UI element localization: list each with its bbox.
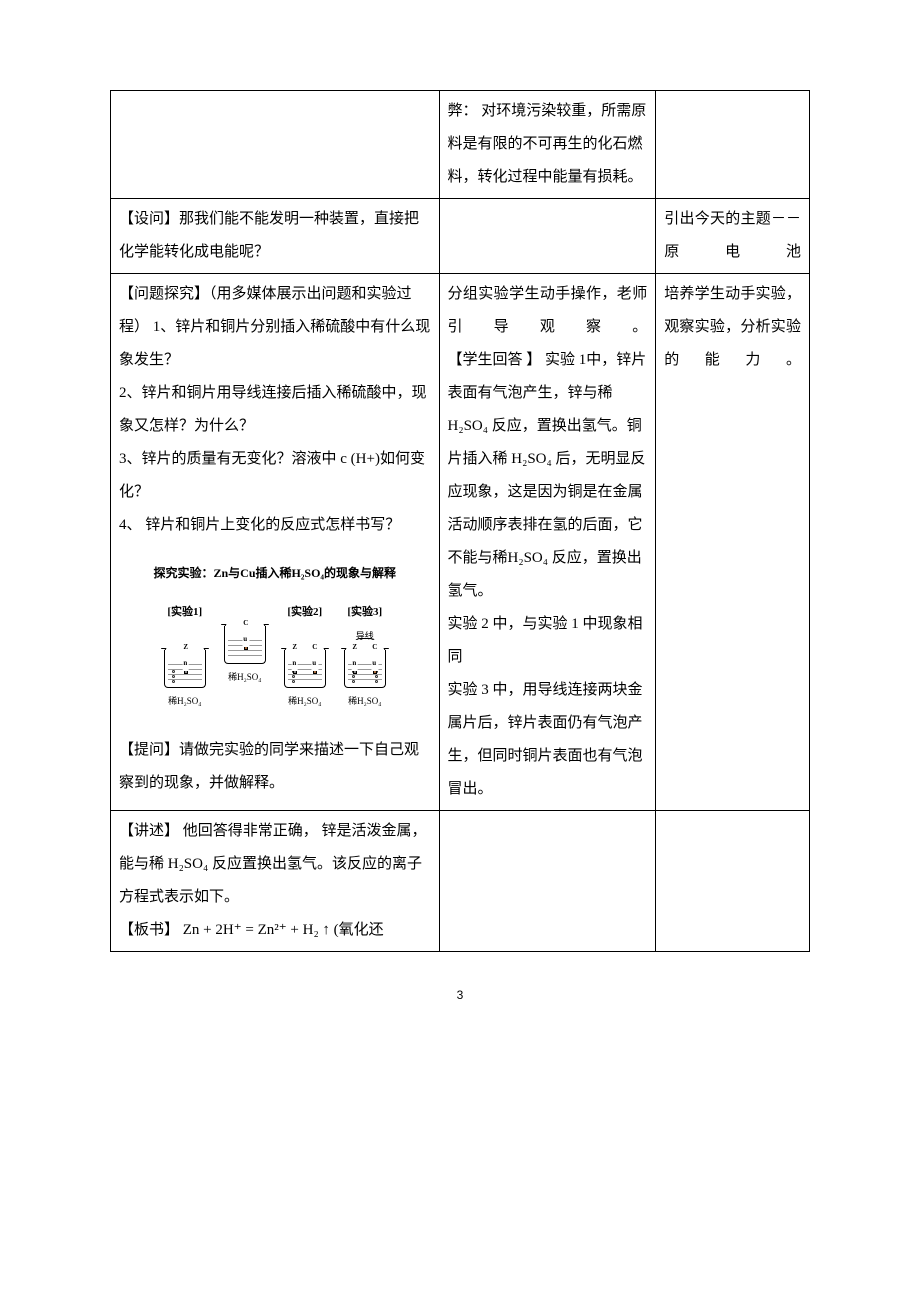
question-block: 【问题探究】（用多媒体展示出问题和实验过程） 1、锌片和铜片分别插入稀硫酸中有什… bbox=[119, 278, 431, 542]
beaker-icon: Cu bbox=[224, 626, 266, 664]
cell-right bbox=[656, 811, 810, 952]
cell-mid bbox=[439, 811, 656, 952]
table-row: 【问题探究】（用多媒体展示出问题和实验过程） 1、锌片和铜片分别插入稀硫酸中有什… bbox=[111, 274, 810, 811]
cell-left: 【问题探究】（用多媒体展示出问题和实验过程） 1、锌片和铜片分别插入稀硫酸中有什… bbox=[111, 274, 440, 811]
cell-left: 【设问】那我们能不能发明一种装置，直接把化学能转化成电能呢？ bbox=[111, 199, 440, 274]
zn-rod-icon: Zn bbox=[353, 646, 357, 674]
cu-rod-icon: Cu bbox=[244, 622, 248, 650]
cell-mid: 弊： 对环境污染较重，所需原料是有限的不可再生的化石燃料，转化过程中能量有损耗。 bbox=[439, 91, 656, 199]
cell-mid: 分组实验学生动手操作，老师引导观察。 【学生回答 】 实验 1中，锌片表面有气泡… bbox=[439, 274, 656, 811]
cell-mid bbox=[439, 199, 656, 274]
mid-1: 分组实验学生动手操作，老师引导观察。 bbox=[448, 278, 648, 344]
beaker-icon: ZnCu bbox=[284, 650, 326, 688]
cell-right: 引出今天的主题－－原电池 bbox=[656, 199, 810, 274]
cell-right bbox=[656, 91, 810, 199]
table-row: 【设问】那我们能不能发明一种装置，直接把化学能转化成电能呢？ 引出今天的主题－－… bbox=[111, 199, 810, 274]
lesson-plan-table: 弊： 对环境污染较重，所需原料是有限的不可再生的化石燃料，转化过程中能量有损耗。… bbox=[110, 90, 810, 952]
experiment-label: [实验3] bbox=[347, 600, 382, 624]
cu-rod-icon: Cu bbox=[373, 646, 377, 674]
table-row: 弊： 对环境污染较重，所需原料是有限的不可再生的化石燃料，转化过程中能量有损耗。 bbox=[111, 91, 810, 199]
solution-label: 稀H₂SO₄ bbox=[348, 692, 381, 712]
q1: 【问题探究】（用多媒体展示出问题和实验过程） 1、锌片和铜片分别插入稀硫酸中有什… bbox=[119, 278, 431, 377]
cell-right: 培养学生动手实验，观察实验，分析实验的能力。 bbox=[656, 274, 810, 811]
zn-rod-icon: Zn bbox=[293, 646, 297, 674]
solution-label: 稀H₂SO₄ bbox=[288, 692, 321, 712]
cell-left: 【讲述】 他回答得非常正确， 锌是活泼金属，能与稀 H₂SO₄ 反应置换出氢气。… bbox=[111, 811, 440, 952]
experiment-beaker-1: [实验1]导线Zn稀H₂SO₄ bbox=[164, 600, 206, 712]
prompt-after: 【提问】请做完实验的同学来描述一下自己观察到的现象，并做解释。 bbox=[119, 734, 431, 800]
q4: 4、 锌片和铜片上变化的反应式怎样书写？ bbox=[119, 509, 431, 542]
beaker-icon: ZnCu bbox=[344, 650, 386, 688]
q3: 3、锌片的质量有无变化？溶液中 c (H+)如何变化？ bbox=[119, 443, 431, 509]
experiment-label: [实验2] bbox=[287, 600, 322, 624]
q2: 2、锌片和铜片用导线连接后插入稀硫酸中，现象又怎样？为什么？ bbox=[119, 377, 431, 443]
solution-label: 稀H₂SO₄ bbox=[168, 692, 201, 712]
cell-left bbox=[111, 91, 440, 199]
solution-label: 稀H₂SO₄ bbox=[228, 668, 261, 688]
mid-4: 实验 3 中，用导线连接两块金属片后，锌片表面仍有气泡产生，但同时铜片表面也有气… bbox=[448, 674, 648, 806]
experiment-label: [实验1] bbox=[167, 600, 202, 624]
mid-3: 实验 2 中，与实验 1 中现象相同 bbox=[448, 608, 648, 674]
table-row: 【讲述】 他回答得非常正确， 锌是活泼金属，能与稀 H₂SO₄ 反应置换出氢气。… bbox=[111, 811, 810, 952]
narration: 【讲述】 他回答得非常正确， 锌是活泼金属，能与稀 H₂SO₄ 反应置换出氢气。… bbox=[119, 815, 431, 914]
page-number: 3 bbox=[110, 982, 810, 1008]
board-equation: 【板书】 Zn + 2H⁺ = Zn²⁺ + H₂ ↑ (氧化还 bbox=[119, 914, 431, 947]
cu-rod-icon: Cu bbox=[313, 646, 317, 674]
beaker-icon: Zn bbox=[164, 650, 206, 688]
mid-2: 【学生回答 】 实验 1中，锌片表面有气泡产生，锌与稀 H₂SO₄ 反应，置换出… bbox=[448, 344, 648, 608]
experiment-beaker-3: [实验2]导线ZnCu稀H₂SO₄ bbox=[284, 600, 326, 712]
zn-rod-icon: Zn bbox=[184, 646, 188, 674]
experiment-diagram: 探究实验：Zn与Cu插入稀H₂SO₄的现象与解释 [实验1]导线Zn稀H₂SO₄… bbox=[119, 560, 431, 712]
experiment-beaker-2: 导线Cu稀H₂SO₄ bbox=[224, 600, 266, 712]
experiment-beaker-4: [实验3]导线ZnCu稀H₂SO₄ bbox=[344, 600, 386, 712]
bubbles-icon bbox=[172, 670, 175, 683]
experiment-title: 探究实验：Zn与Cu插入稀H₂SO₄的现象与解释 bbox=[119, 560, 431, 586]
